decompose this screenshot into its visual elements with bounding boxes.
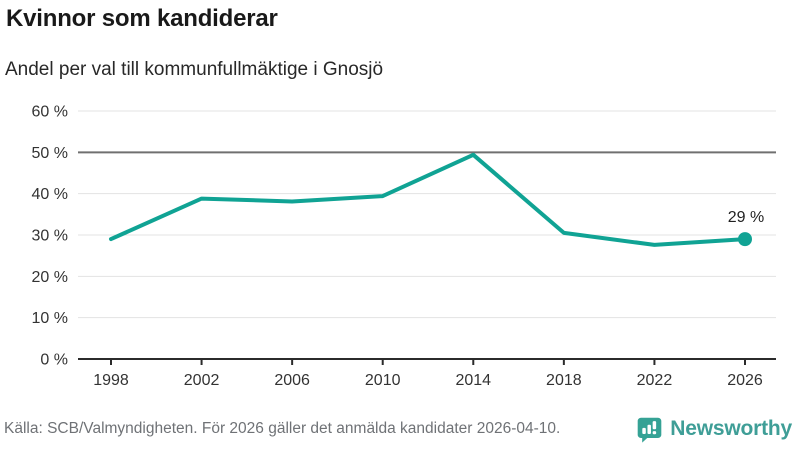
x-tick-label: 2006	[274, 372, 310, 389]
newsworthy-logo: Newsworthy	[636, 416, 792, 443]
series-line	[109, 152, 747, 247]
footer: Källa: SCB/Valmyndigheten. För 2026 gäll…	[4, 412, 792, 446]
x-tick-label: 2002	[184, 372, 220, 389]
logo-bar-tall	[647, 424, 652, 434]
y-tick-label: 20 %	[32, 269, 68, 286]
end-point-value-label: 29 %	[728, 209, 764, 226]
x-tick-label: 2014	[455, 372, 491, 389]
y-tick-label: 50 %	[32, 145, 68, 162]
page-title: Kvinnor som kandiderar	[6, 5, 278, 32]
x-tick-label: 2022	[637, 372, 673, 389]
x-tick-label: 2026	[727, 372, 763, 389]
chart-subtitle: Andel per val till kommunfullmäktige i G…	[5, 59, 384, 80]
end-point-marker	[737, 232, 752, 247]
logo-exclamation-dot	[652, 430, 657, 434]
newsworthy-bar-chart-icon	[637, 417, 662, 443]
y-tick-label: 30 %	[32, 228, 68, 245]
y-tick-label: 60 %	[32, 104, 68, 121]
logo-bar-short	[642, 427, 647, 434]
source-note: Källa: SCB/Valmyndigheten. För 2026 gäll…	[4, 420, 561, 437]
y-tick-label: 10 %	[32, 310, 68, 327]
y-tick-label: 0 %	[40, 352, 68, 369]
logo-exclamation-bar	[652, 420, 657, 429]
newsworthy-logo-text: Newsworthy	[670, 417, 792, 440]
x-tick-label: 2010	[365, 372, 401, 389]
y-tick-label: 40 %	[32, 186, 68, 203]
x-tick-label: 1998	[93, 372, 129, 389]
line-chart: 1998 2002 2006 2010 2014 2018 2022 2026 0 % 10 % 2…	[32, 104, 776, 389]
x-tick-label: 2018	[546, 372, 582, 389]
